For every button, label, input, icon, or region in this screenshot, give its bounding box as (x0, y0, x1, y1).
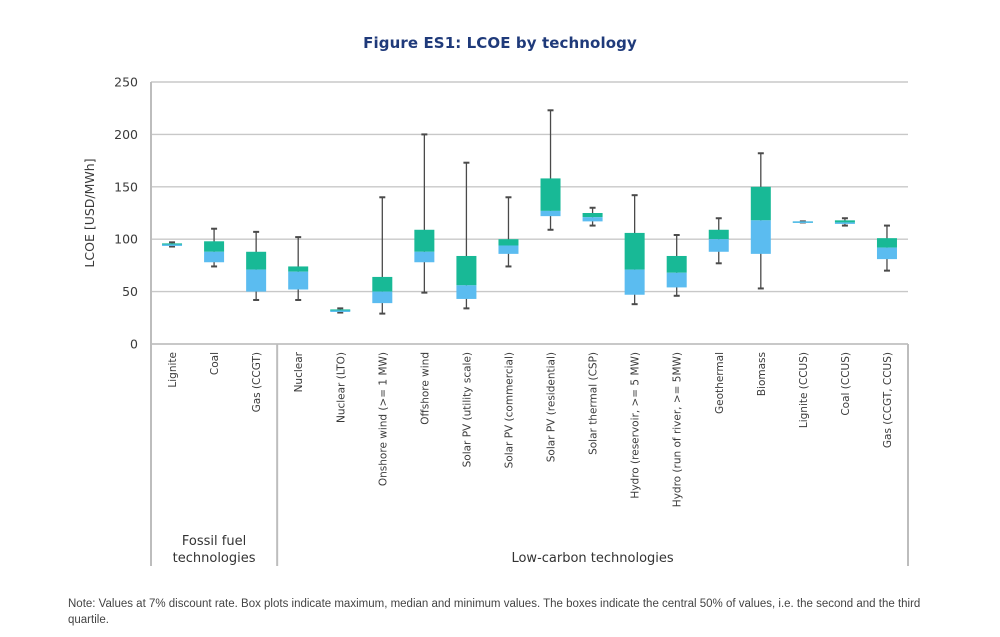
box-upper-quartile (708, 229, 729, 240)
box-lower-quartile (540, 210, 561, 217)
box-upper-quartile (246, 251, 267, 270)
box-upper-quartile (414, 229, 435, 252)
category-label: Gas (CCGT, CCUS) (882, 352, 894, 448)
box-lower-quartile (750, 220, 771, 254)
box-upper-quartile (876, 238, 897, 248)
box-upper-quartile (540, 178, 561, 211)
figure-note: Note: Values at 7% discount rate. Box pl… (68, 598, 921, 626)
box-gas-ccgt-ccus (876, 224, 897, 272)
box-upper-quartile (204, 241, 225, 252)
box-upper-quartile (750, 186, 771, 221)
box-lignite (162, 241, 183, 248)
box-lower-quartile (666, 272, 687, 288)
box-lignite-ccus (792, 220, 813, 224)
gridlines (150, 81, 908, 345)
box-lower-quartile (498, 245, 519, 254)
box-onshore-wind-1-mw (372, 196, 393, 315)
box-lower-quartile (834, 222, 855, 224)
box-offshore-wind (414, 133, 435, 294)
box-lower-quartile (330, 310, 351, 312)
box-lower-quartile (456, 285, 477, 299)
category-label: Hydro (reservoir, >= 5 MW) (630, 352, 642, 499)
category-label: Solar PV (residential) (546, 352, 558, 462)
category-label: Solar thermal (CSP) (588, 352, 600, 455)
y-axis-label: LCOE [USD/MWh] (82, 158, 97, 267)
category-label: Solar PV (commercial) (503, 352, 515, 468)
box-upper-quartile (288, 266, 309, 272)
box-lower-quartile (162, 244, 183, 246)
group-label: technologies (173, 551, 256, 566)
box-solar-pv-residential (540, 109, 561, 231)
box-solar-pv-commercial (498, 196, 519, 268)
y-tick-label: 0 (130, 337, 138, 352)
group-labels: Fossil fuel technologies Low-carbon techno… (173, 534, 674, 566)
category-label: Nuclear (293, 351, 305, 392)
y-axis-ticks: 0 50 100 150 200 250 (114, 75, 138, 352)
box-gas-ccgt (246, 230, 267, 301)
box-upper-quartile (582, 213, 603, 218)
category-label: Offshore wind (419, 352, 431, 425)
box-solar-pv-utility-scale (456, 161, 477, 310)
box-lower-quartile (246, 269, 267, 292)
x-axis-category-labels: Lignite Coal Gas (CCGT) Nuclear Nuclear (LTO… (167, 351, 894, 507)
box-geothermal (708, 217, 729, 265)
box-upper-quartile (834, 220, 855, 223)
category-label: Lignite (167, 352, 179, 388)
category-label: Lignite (CCUS) (798, 352, 810, 428)
box-lower-quartile (414, 251, 435, 263)
category-label: Hydro (run of river, >= 5MW) (672, 352, 684, 507)
category-frame (150, 344, 909, 566)
category-label: Onshore wind (>= 1 MW) (377, 352, 389, 486)
box-lower-quartile (708, 239, 729, 252)
box-series (162, 109, 897, 315)
box-upper-quartile (624, 232, 645, 270)
y-tick-label: 150 (114, 179, 138, 194)
category-label: Geothermal (714, 352, 726, 414)
box-solar-thermal-csp (582, 206, 603, 227)
box-lower-quartile (372, 291, 393, 304)
category-label: Coal (CCUS) (840, 352, 852, 416)
box-coal-ccus (834, 217, 855, 227)
category-label: Coal (209, 352, 221, 375)
box-hydro-reservoir-5-mw (624, 194, 645, 306)
box-upper-quartile (666, 255, 687, 273)
box-nuclear (288, 236, 309, 301)
box-hydro-run-of-river-5mw (666, 234, 687, 297)
box-lower-quartile (204, 251, 225, 263)
y-tick-label: 50 (122, 284, 138, 299)
group-label: Low-carbon technologies (511, 551, 673, 566)
y-tick-label: 100 (114, 232, 138, 247)
box-lower-quartile (624, 269, 645, 295)
category-label: Biomass (756, 352, 768, 396)
box-lower-quartile (792, 221, 813, 223)
category-label: Solar PV (utility scale) (461, 352, 473, 467)
box-lower-quartile (288, 271, 309, 290)
box-upper-quartile (498, 239, 519, 246)
box-lower-quartile (876, 247, 897, 260)
chart-title: Figure ES1: LCOE by technology (363, 34, 637, 52)
box-lower-quartile (582, 217, 603, 222)
category-label: Gas (CCGT) (251, 352, 263, 412)
box-biomass (750, 152, 771, 290)
box-upper-quartile (372, 276, 393, 292)
box-upper-quartile (162, 243, 183, 245)
y-tick-label: 200 (114, 127, 138, 142)
y-tick-label: 250 (114, 75, 138, 90)
box-coal (204, 227, 225, 268)
group-label: Fossil fuel (182, 534, 246, 549)
box-upper-quartile (330, 309, 351, 311)
box-nuclear-lto (330, 307, 351, 314)
category-label: Nuclear (LTO) (335, 352, 347, 423)
box-upper-quartile (456, 255, 477, 286)
